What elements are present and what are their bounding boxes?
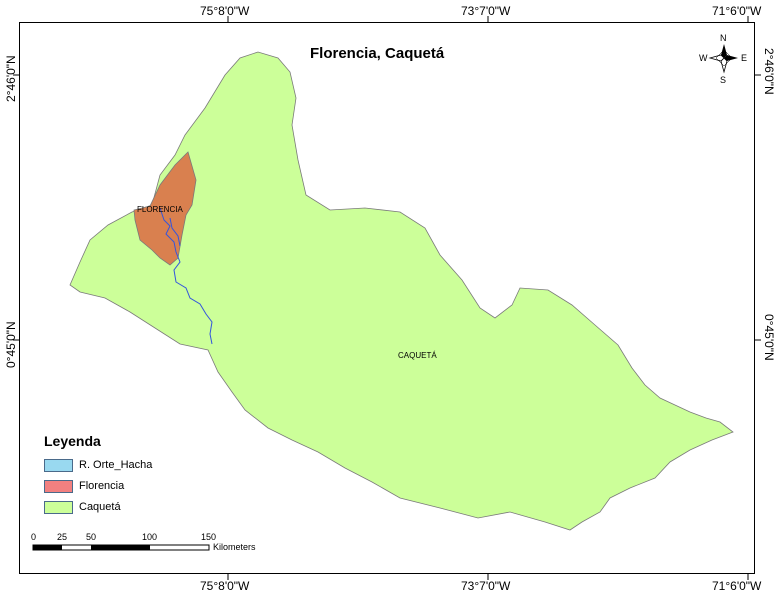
coord-bottom-3: 71°6'0"W <box>712 579 762 593</box>
florencia-region[interactable] <box>133 151 197 266</box>
river-line <box>159 207 213 345</box>
scale-tick-50: 50 <box>86 532 97 542</box>
river-branch <box>169 217 181 247</box>
scale-tick-0: 0 <box>31 532 37 542</box>
caqueta-label: CAQUETÁ <box>398 351 437 360</box>
caqueta-region[interactable] <box>69 51 734 531</box>
map-title: Florencia, Caquetá <box>310 45 445 62</box>
scale-tick-25: 25 <box>57 532 68 542</box>
coord-bottom-1: 75°8'0"W <box>200 579 250 593</box>
legend-swatch-river <box>44 459 73 472</box>
coord-top-1: 75°8'0"W <box>200 4 250 18</box>
legend-label-florencia: Florencia <box>79 480 125 492</box>
compass-n: N <box>720 33 727 43</box>
coord-right-1: 2°46'0"N <box>762 48 776 95</box>
coord-right-2: 0°45'0"N <box>762 314 776 361</box>
compass-w: W <box>699 53 708 63</box>
scale-tick-150: 150 <box>201 532 217 542</box>
scale-tick-100: 100 <box>142 532 158 542</box>
legend-label-river: R. Orte_Hacha <box>79 459 153 471</box>
legend-swatch-florencia <box>44 480 73 493</box>
coord-left-1: 2°46'0"N <box>4 55 18 102</box>
florencia-label: FLORENCIA <box>137 205 183 214</box>
frame-ticks <box>13 16 761 580</box>
compass-icon <box>708 44 738 74</box>
coord-bottom-2: 73°7'0"W <box>461 579 511 593</box>
compass-s: S <box>720 75 727 85</box>
legend-label-caqueta: Caquetá <box>79 501 121 513</box>
coord-left-2: 0°45'0"N <box>4 321 18 368</box>
scale-units: Kilometers <box>213 542 256 552</box>
legend-title: Leyenda <box>44 433 101 449</box>
coord-top-3: 71°6'0"W <box>712 4 762 18</box>
coord-top-2: 73°7'0"W <box>461 4 511 18</box>
legend-swatch-caqueta <box>44 501 73 514</box>
scale-bar <box>32 544 210 551</box>
compass-e: E <box>741 53 748 63</box>
